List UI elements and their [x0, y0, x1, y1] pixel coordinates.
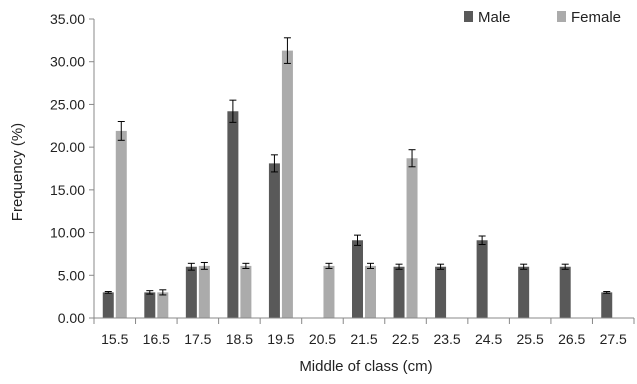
error-bar-female-22.5	[408, 149, 416, 168]
bar-male-21.5	[352, 240, 363, 318]
bar-female-16.5	[157, 292, 169, 318]
error-bar-female-21.5	[367, 262, 374, 269]
error-bar-male-22.5	[395, 263, 403, 270]
error-bar-male-15.5	[104, 291, 112, 294]
x-tick-label: 20.5	[309, 331, 336, 347]
error-bar-female-17.5	[200, 261, 208, 270]
error-bar-female-18.5	[242, 262, 250, 269]
error-bar-male-21.5	[354, 234, 361, 246]
bar-male-23.5	[435, 266, 447, 318]
legend-swatch	[557, 11, 566, 22]
bar-male-16.5	[144, 292, 156, 318]
x-tick-label: 19.5	[267, 331, 294, 347]
error-bar-male-27.5	[603, 291, 611, 294]
x-tick-label: 25.5	[517, 331, 544, 347]
bar-male-27.5	[601, 292, 613, 318]
error-bar-male-17.5	[187, 262, 195, 271]
bar-male-25.5	[518, 266, 530, 318]
y-tick-label: 10.00	[50, 225, 85, 241]
legend-item-female: Female	[557, 9, 621, 26]
x-axis-title: Middle of class (cm)	[299, 358, 432, 375]
legend-label: Female	[571, 9, 621, 26]
x-tick-label: 18.5	[226, 331, 253, 347]
bar-male-22.5	[393, 266, 405, 318]
error-bar-female-19.5	[283, 37, 291, 64]
x-tick-label: 16.5	[143, 331, 170, 347]
error-bar-male-24.5	[478, 235, 486, 246]
error-bar-female-20.5	[325, 262, 333, 269]
bar-female-20.5	[323, 265, 335, 318]
bar-female-15.5	[115, 130, 127, 318]
tick-labels-layer: 0.00 5.00 10.00 15.00 20.00 25.00 30.00 35.00 15…	[50, 11, 627, 347]
bar-female-22.5	[406, 158, 418, 318]
x-tick-label: 17.5	[184, 331, 211, 347]
error-bar-male-23.5	[437, 263, 445, 270]
bar-female-21.5	[365, 265, 376, 318]
bar-male-15.5	[102, 292, 114, 318]
y-tick-label: 0.00	[58, 310, 85, 326]
x-tick-label: 15.5	[101, 331, 128, 347]
bars-layer	[102, 50, 613, 319]
bar-male-18.5	[227, 111, 239, 319]
bar-male-24.5	[476, 240, 488, 318]
y-tick-label: 20.00	[50, 139, 85, 155]
bar-male-26.5	[559, 266, 571, 318]
x-tick-label: 24.5	[475, 331, 502, 347]
y-tick-label: 25.00	[50, 96, 85, 112]
x-tick-label: 27.5	[600, 331, 627, 347]
x-tick-label: 22.5	[392, 331, 419, 347]
error-bars-layer	[104, 37, 611, 296]
x-tick-label: 21.5	[350, 331, 377, 347]
y-tick-label: 30.00	[50, 54, 85, 70]
y-tick-label: 15.00	[50, 182, 85, 198]
error-bar-male-16.5	[146, 290, 154, 295]
error-bar-male-25.5	[520, 263, 528, 270]
y-axis-title: Frequency (%)	[9, 123, 26, 221]
error-bar-female-16.5	[159, 289, 167, 296]
legend-label: Male	[478, 9, 511, 26]
bar-female-19.5	[281, 50, 293, 318]
error-bar-female-15.5	[117, 121, 125, 141]
legend: Male Female	[464, 9, 621, 26]
bar-female-18.5	[240, 265, 252, 318]
bar-female-17.5	[198, 265, 210, 318]
error-bar-male-26.5	[561, 263, 569, 270]
error-bar-male-18.5	[229, 99, 237, 123]
error-bar-male-19.5	[270, 154, 278, 173]
y-tick-label: 5.00	[58, 267, 85, 283]
bar-male-19.5	[268, 163, 280, 318]
x-tick-label: 23.5	[433, 331, 460, 347]
bar-male-17.5	[185, 266, 197, 318]
legend-item-male: Male	[464, 9, 511, 26]
y-tick-label: 35.00	[50, 11, 85, 27]
legend-swatch	[464, 11, 473, 22]
x-tick-label: 26.5	[558, 331, 585, 347]
axes-layer	[89, 18, 635, 324]
